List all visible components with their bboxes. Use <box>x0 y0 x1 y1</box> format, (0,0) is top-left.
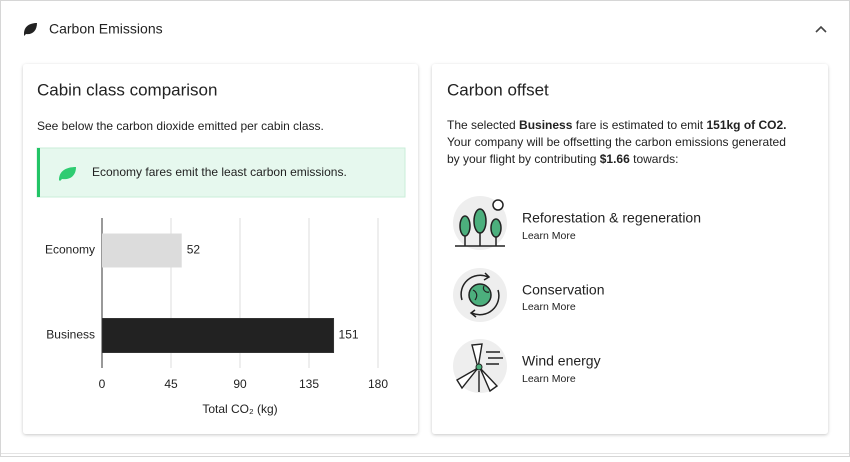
offset-description: The selected Business fare is estimated … <box>447 118 787 166</box>
card-title: Cabin class comparison <box>37 80 217 99</box>
bar <box>101 318 335 353</box>
bar-chart: 0 45 90 135 180 Total CO₂ (kg) Economy 52 Busine… <box>45 218 388 416</box>
learn-more-link[interactable]: Learn More <box>522 373 576 385</box>
text: towards: <box>630 152 679 166</box>
alert-accent <box>37 148 40 197</box>
description-line: by your flight by contributing $1.66 tow… <box>447 152 678 166</box>
header-title: Carbon Emissions <box>49 21 163 37</box>
collapse-toggle[interactable] <box>815 25 827 33</box>
item-title: Conservation <box>522 282 605 298</box>
x-tick-label: 0 <box>99 377 106 391</box>
description-line: Your company will be offsetting the carb… <box>447 135 786 149</box>
alert-box <box>36 147 406 198</box>
card-subtitle: See below the carbon dioxide emitted per… <box>37 119 324 133</box>
x-tick-label: 90 <box>233 377 247 391</box>
wind-icon <box>453 339 507 393</box>
conservation-icon <box>453 268 507 322</box>
alert-icon <box>59 167 76 181</box>
reforestation-icon <box>453 196 507 250</box>
learn-more-link[interactable]: Learn More <box>522 301 576 313</box>
bold-text: 151kg of CO2. <box>706 118 786 132</box>
item-title: Wind energy <box>522 353 601 369</box>
learn-more-link[interactable]: Learn More <box>522 230 576 242</box>
x-tick-label: 180 <box>368 377 388 391</box>
data-label: 52 <box>187 243 201 257</box>
x-tick-label: 135 <box>299 377 319 391</box>
bar <box>102 233 182 268</box>
item-title: Reforestation & regeneration <box>522 210 701 226</box>
description-line: The selected Business fare is estimated … <box>447 118 787 132</box>
leaf-icon <box>24 23 37 36</box>
x-axis-title: Total CO₂ (kg) <box>202 402 277 416</box>
text: by your flight by contributing <box>447 152 600 166</box>
y-tick-label: Economy <box>45 243 95 257</box>
x-tick-label: 45 <box>164 377 178 391</box>
card-title: Carbon offset <box>447 80 549 99</box>
text: Your company will be offsetting the carb… <box>447 135 786 149</box>
text: fare is estimated to emit <box>572 118 706 132</box>
y-tick-label: Business <box>46 328 95 342</box>
offset-card <box>432 64 828 434</box>
bold-text: Business <box>519 118 573 132</box>
alert-text: Economy fares emit the least carbon emis… <box>92 165 347 179</box>
text: The selected <box>447 118 519 132</box>
data-label: 151 <box>339 328 359 342</box>
bold-text: $1.66 <box>600 152 630 166</box>
